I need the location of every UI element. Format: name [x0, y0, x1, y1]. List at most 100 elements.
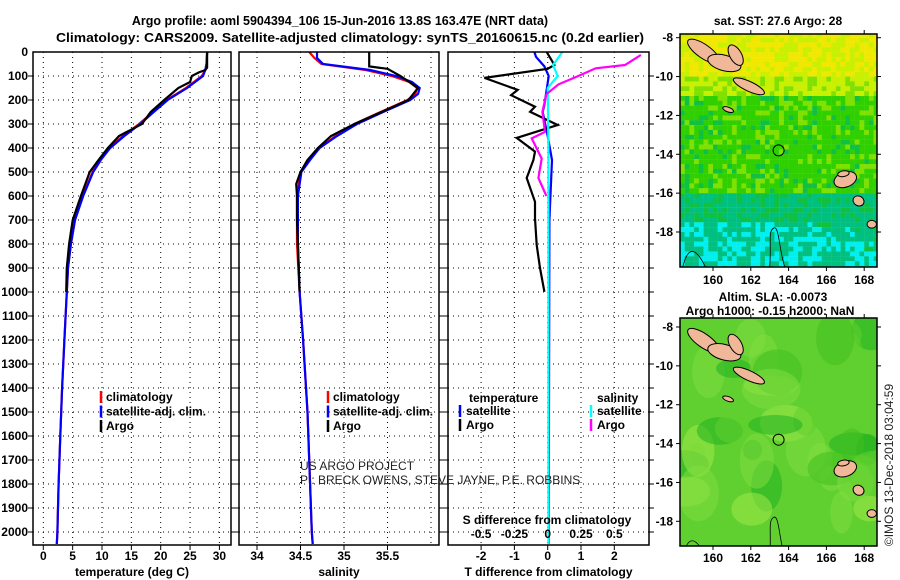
sst-cell — [816, 42, 822, 48]
sst-cell — [717, 183, 723, 189]
sst-cell — [845, 86, 851, 92]
sla-blob — [731, 492, 773, 526]
sst-cell — [812, 37, 818, 43]
sst-cell — [816, 91, 822, 97]
sst-cell — [821, 52, 827, 58]
sst-cell — [854, 57, 860, 63]
sst-cell — [798, 261, 803, 267]
sst-cell — [760, 197, 766, 203]
sst-cell — [684, 125, 690, 131]
sst-cell — [727, 159, 733, 165]
sst-cell — [764, 57, 770, 63]
sst-cell — [689, 91, 695, 97]
sst-cell — [802, 261, 808, 267]
sst-cell — [807, 110, 813, 116]
sst-cell — [774, 120, 780, 126]
sst-cell — [755, 202, 761, 208]
sst-cell — [845, 134, 851, 140]
sst-cell — [703, 76, 709, 82]
sst-cell — [788, 217, 794, 223]
sst-cell — [802, 168, 808, 174]
x-tick-label: 1 — [578, 549, 585, 563]
x-axis-label: temperature (deg C) — [75, 565, 189, 579]
sst-cell — [722, 227, 728, 233]
sst-cell — [835, 42, 841, 48]
sst-cell — [703, 100, 709, 106]
sst-cell — [864, 241, 870, 247]
lon-tick-label: 166 — [816, 551, 836, 565]
sst-cell — [854, 61, 860, 67]
sst-cell — [680, 144, 685, 150]
sst-cell — [868, 197, 874, 203]
sst-cell — [854, 236, 860, 242]
sst-cell — [788, 125, 794, 131]
sst-cell — [873, 120, 877, 126]
sst-cell — [764, 110, 770, 116]
sst-cell — [868, 34, 874, 38]
sst-cell — [783, 86, 789, 92]
sst-cell — [764, 42, 770, 48]
sst-cell — [807, 197, 813, 203]
sst-cell — [840, 188, 846, 194]
sst-cell — [722, 37, 728, 43]
depth-tick-label: 300 — [8, 117, 28, 131]
sst-cell — [850, 120, 855, 126]
sst-cell — [831, 95, 837, 101]
sst-cell — [859, 42, 865, 48]
sst-cell — [698, 193, 704, 199]
sst-cell — [831, 236, 837, 242]
sst-cell — [703, 37, 709, 43]
sst-cell — [774, 57, 780, 63]
sst-cell — [746, 42, 751, 48]
sst-cell — [760, 81, 766, 87]
sst-cell — [802, 159, 808, 165]
sst-cell — [835, 236, 841, 242]
sst-cell — [769, 34, 775, 38]
sst-cell — [864, 256, 870, 262]
sst-cell — [831, 232, 837, 237]
sst-cell — [731, 197, 737, 203]
sst-cell — [684, 178, 690, 184]
sst-cell — [708, 241, 714, 247]
sst-cell — [717, 120, 723, 126]
sst-cell — [708, 207, 714, 213]
sst-cell — [826, 193, 832, 199]
sst-cell — [802, 95, 808, 101]
sst-cell — [840, 110, 846, 116]
depth-tick-label: 1900 — [1, 501, 28, 515]
sst-cell — [689, 183, 695, 189]
sst-cell — [783, 188, 789, 194]
sst-cell — [793, 91, 799, 97]
x-tick-label: 34 — [250, 549, 264, 563]
sst-cell — [779, 37, 785, 43]
sst-cell — [750, 261, 756, 267]
sst-cell — [816, 256, 822, 262]
sst-cell — [835, 197, 841, 203]
sst-cell — [741, 105, 747, 111]
sst-cell — [774, 251, 780, 257]
sst-cell — [755, 217, 761, 223]
sst-cell — [727, 95, 733, 101]
sst-cell — [741, 168, 747, 174]
sst-cell — [783, 222, 789, 228]
sst-cell — [727, 168, 733, 174]
sst-cell — [722, 125, 728, 131]
sst-cell — [859, 163, 865, 169]
sst-cell — [713, 241, 718, 247]
sst-cell — [854, 86, 860, 92]
sst-cell — [698, 34, 704, 38]
sst-cell — [750, 47, 756, 53]
sst-cell — [840, 61, 846, 67]
sst-cell — [684, 193, 690, 199]
sst-cell — [698, 110, 704, 116]
sst-cell — [864, 217, 870, 223]
sst-cell — [826, 236, 832, 242]
sst-cell — [760, 246, 766, 252]
sst-cell — [840, 212, 846, 218]
credit-pi: PI: BRECK OWENS, STEVE JAYNE, P.E. ROBBI… — [300, 473, 580, 487]
sst-cell — [850, 71, 855, 77]
x-tick-label: 0 — [544, 549, 551, 563]
sst-cell — [788, 42, 794, 48]
sst-cell — [826, 52, 832, 58]
sst-cell — [764, 222, 770, 228]
